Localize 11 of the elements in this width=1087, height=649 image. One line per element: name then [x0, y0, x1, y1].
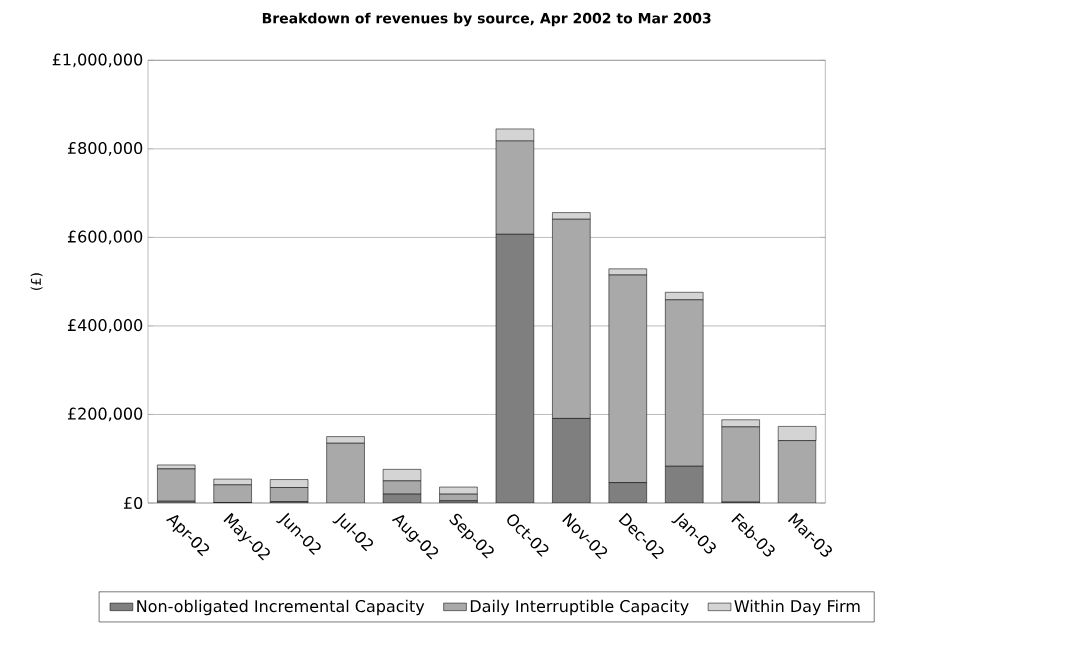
y-tick-label: £200,000: [67, 407, 143, 422]
legend-label: Within Day Firm: [734, 599, 860, 616]
y-tick-label: £400,000: [67, 319, 143, 333]
y-tick-label: £600,000: [67, 230, 143, 245]
legend-label: Non-obligated Incremental Capacity: [137, 599, 425, 616]
y-tick-label: £1,000,000: [52, 53, 143, 68]
y-tick-label: £800,000: [67, 141, 143, 156]
chart-title: Breakdown of revenues by source, Apr 2002 to Mar 2003: [262, 12, 711, 27]
y-axis-title: (£): [30, 273, 43, 290]
legend-label: Daily Interruptible Capacity: [470, 599, 689, 616]
y-tick-label: £0: [123, 496, 143, 510]
